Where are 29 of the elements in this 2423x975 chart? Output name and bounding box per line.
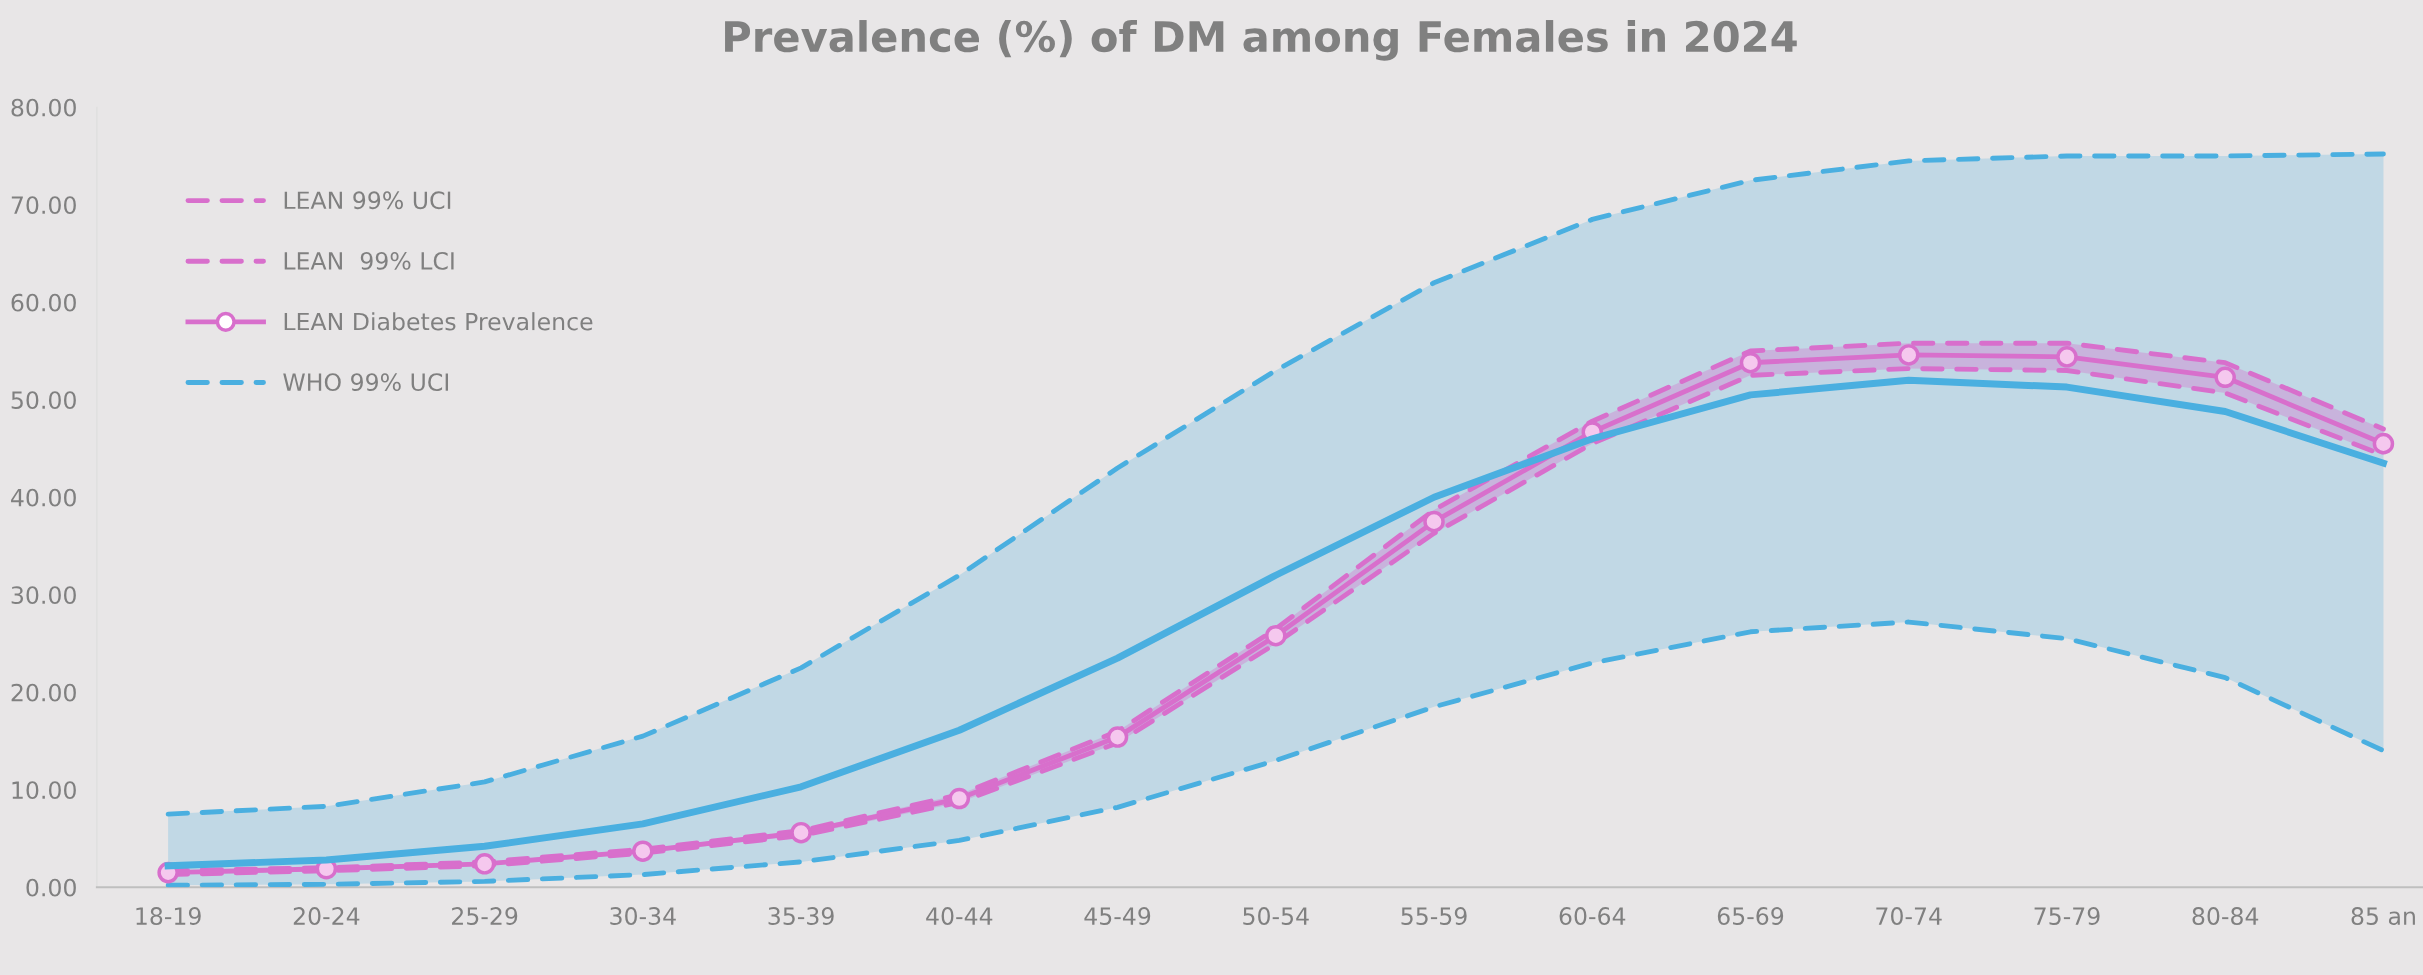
x-tick-label: 45-49 <box>1084 907 1151 925</box>
x-tick-label: 70-74 <box>1876 907 1942 925</box>
x-tick-label: 80-84 <box>2192 907 2259 925</box>
y-tick-label: 50.00 <box>11 391 76 410</box>
x-tick-label: 40-44 <box>926 907 993 925</box>
y-tick-label: 40.00 <box>11 488 76 507</box>
x-tick-label: 20-24 <box>293 907 360 925</box>
x-tick-label: 65-69 <box>1717 907 1784 925</box>
x-tick-label: 25-29 <box>452 907 518 925</box>
y-tick-label: 20.00 <box>11 683 76 702</box>
x-tick-label: 85 an <box>2351 907 2415 925</box>
x-tick-label: 35-39 <box>768 907 834 925</box>
y-tick-label: 30.00 <box>11 586 76 605</box>
y-tick-label: 80.00 <box>11 98 76 117</box>
x-tick-label: 50-54 <box>1243 907 1309 925</box>
y-tick-label: 70.00 <box>11 196 76 215</box>
x-tick-label: 75-79 <box>2034 907 2100 925</box>
legend-label: WHO 99% UCI <box>283 373 448 392</box>
legend-label: LEAN Diabetes Prevalence <box>284 312 593 331</box>
x-tick-label: 55-59 <box>1401 907 1467 925</box>
legend-label: LEAN 99% UCI <box>284 191 451 210</box>
x-tick-label: 18-19 <box>136 907 201 925</box>
y-tick-label: 60.00 <box>11 293 76 312</box>
x-tick-label: 60-64 <box>1559 907 1626 925</box>
y-tick-label: 10.00 <box>12 781 76 800</box>
legend-label: LEAN 99% LCI <box>284 251 454 270</box>
y-tick-label: 0.00 <box>26 878 76 897</box>
chart-title: Prevalence (%) of DM among Females in 2024 <box>725 20 1797 61</box>
x-tick-label: 30-34 <box>610 907 676 925</box>
